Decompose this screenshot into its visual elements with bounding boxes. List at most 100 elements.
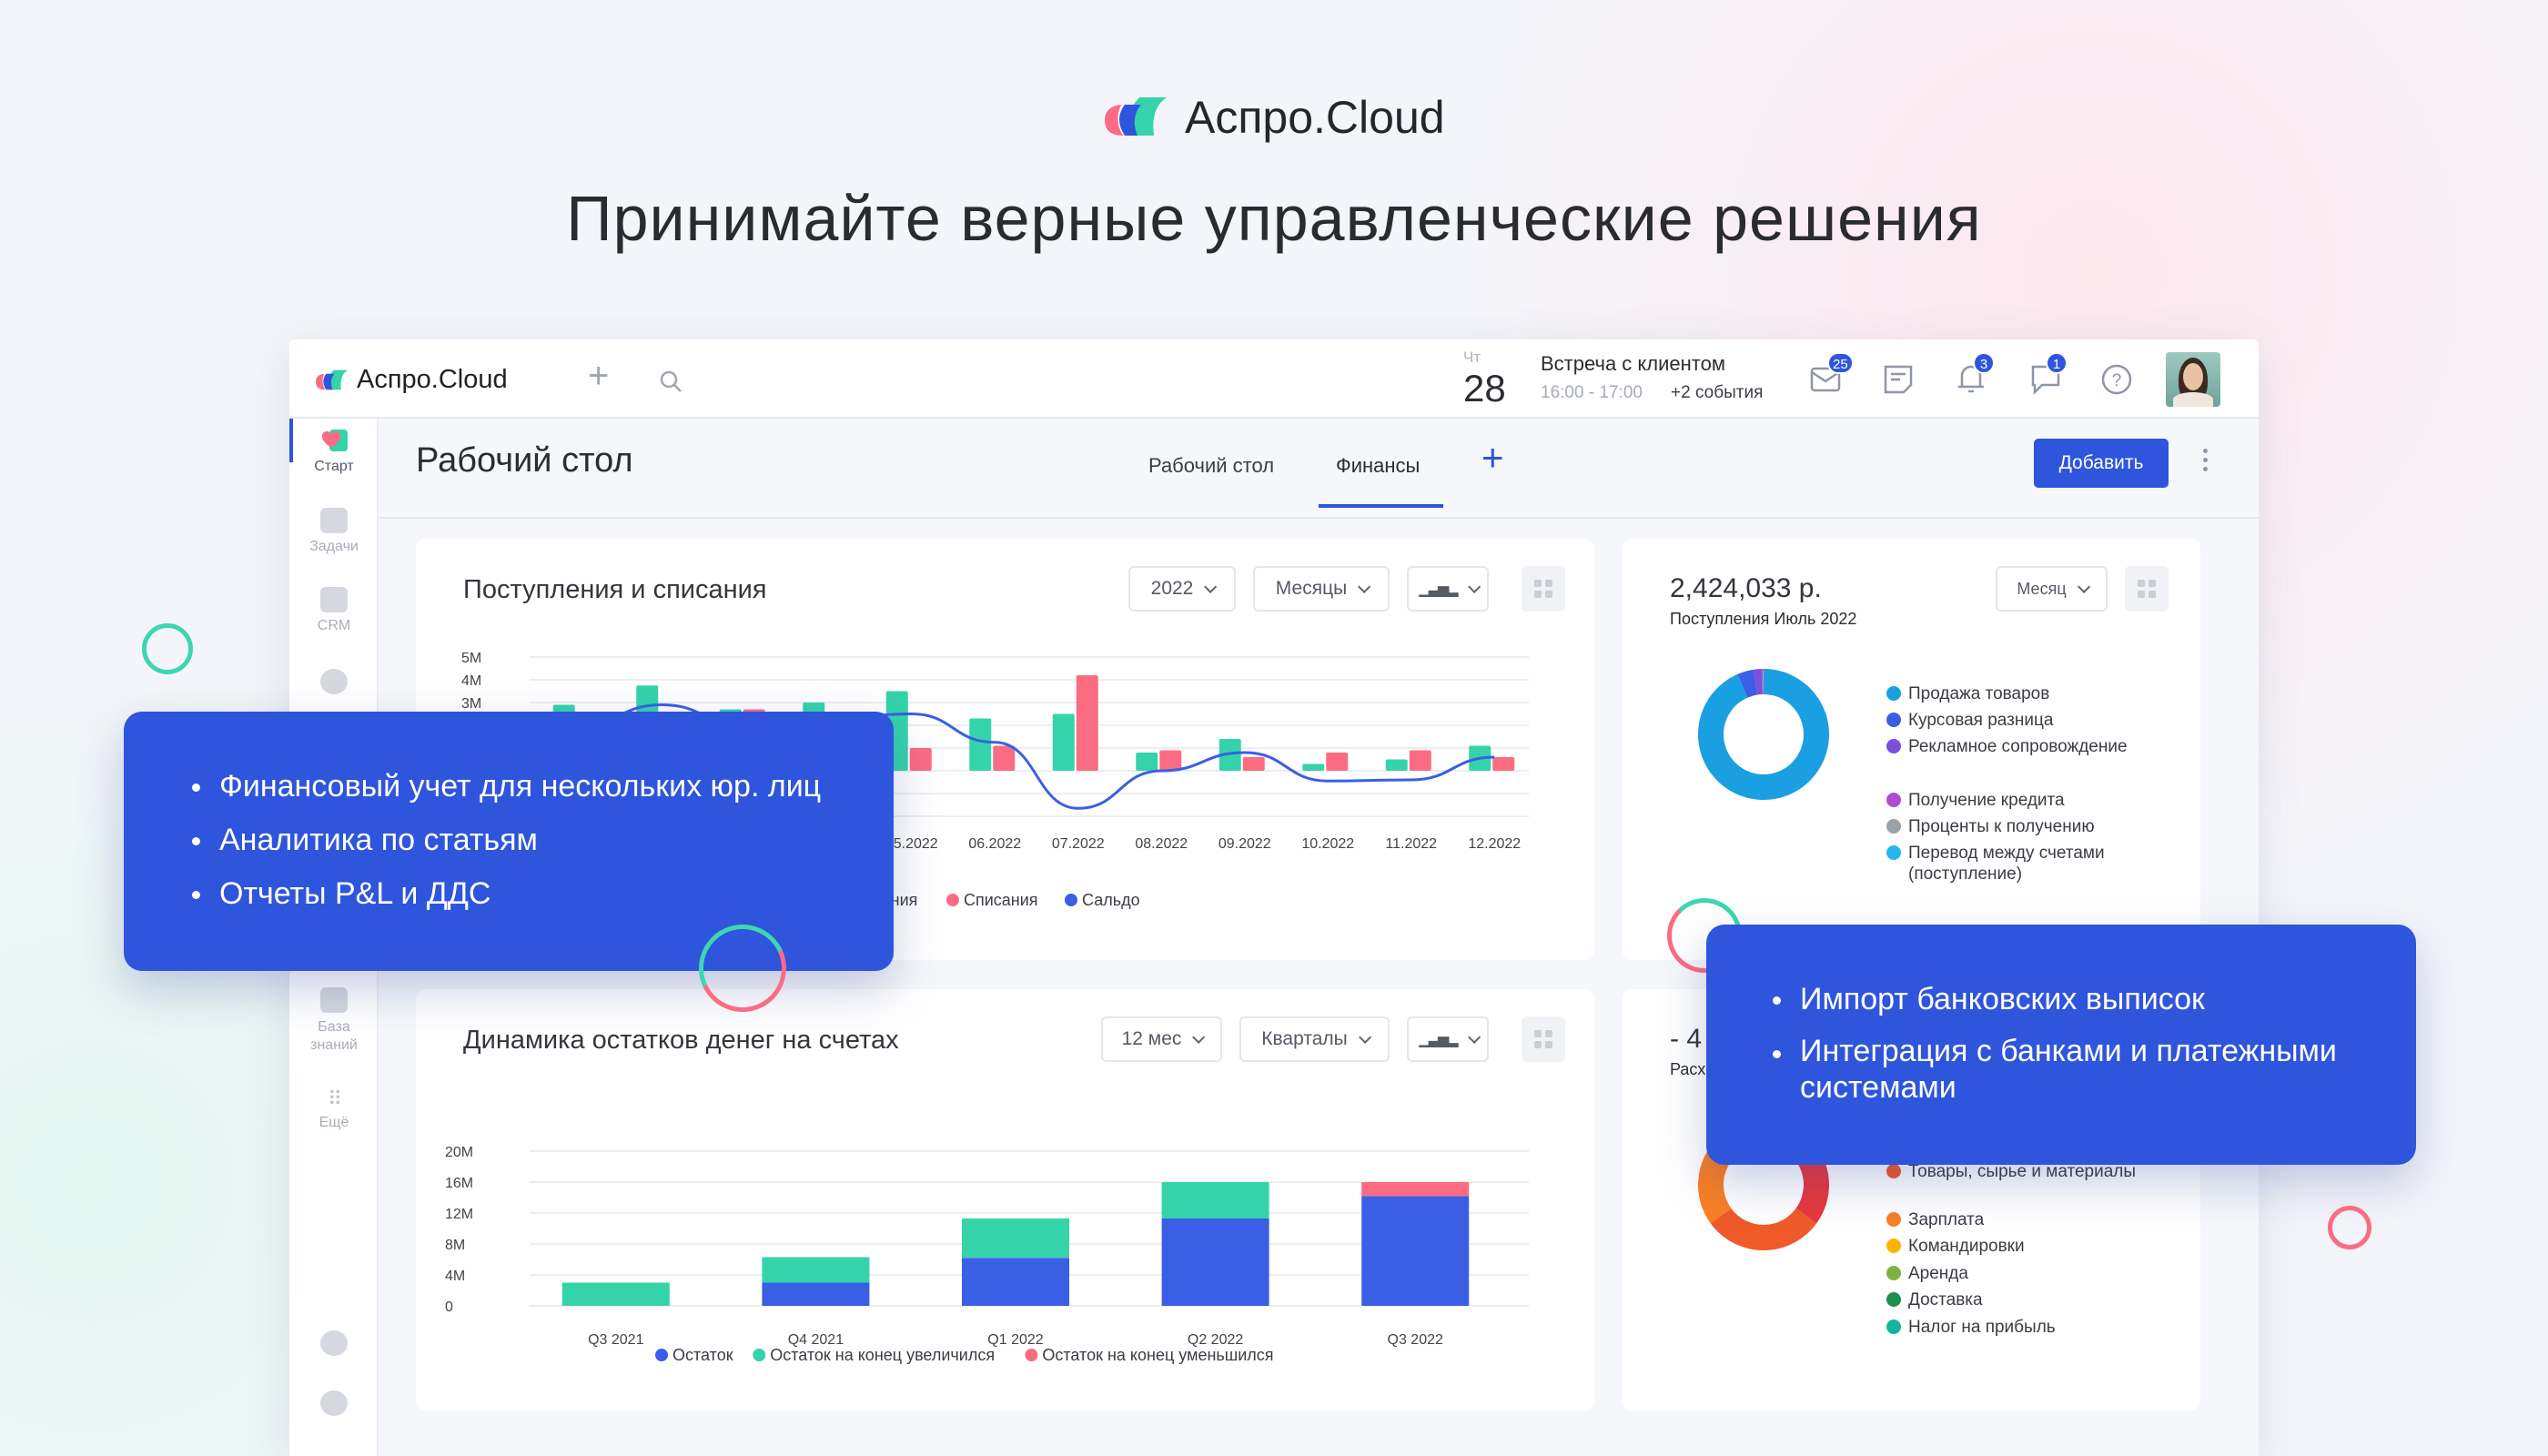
legend-item[interactable]: Налог на прибыль [1886,1317,2141,1338]
avatar[interactable] [2166,352,2220,407]
sidebar-item-hidden[interactable] [289,669,379,700]
sidebar-item-start[interactable]: Старт [289,428,379,475]
y-tick-label: 20M [445,1145,473,1160]
active-indicator [289,419,293,462]
legend-dot [1886,819,1901,834]
feature-callout-left: Финансовый учет для нескольких юр. лиц Ан… [124,712,894,971]
svg-text:?: ? [2112,371,2122,390]
dropdown-value: 2022 [1150,578,1194,599]
legend-dot [1886,739,1901,753]
bar-segment [1161,1218,1269,1306]
legend-dot [1886,713,1901,727]
legend-dot [1886,1212,1901,1227]
kebab-menu-icon[interactable] [2203,449,2209,471]
legend-label: Остаток на конец увеличился [770,1346,995,1364]
drag-handle-icon[interactable] [1522,566,1565,612]
chart-type-dropdown[interactable]: ▁▃▅▂ [1407,1016,1489,1062]
feature-bullet: Интеграция с банками и платежными систем… [1773,1033,2380,1106]
tab-finance[interactable]: Финансы [1336,454,1421,477]
add-button[interactable]: Добавить [2034,439,2169,488]
mail-icon[interactable] [1809,363,1842,396]
legend-label: Продажа товаров [1908,684,2050,703]
legend-item[interactable]: Получение кредита [1886,790,2141,811]
legend-dot [1886,686,1901,701]
legend-item[interactable]: Товары, сырье и материалы [1886,1161,2141,1182]
legend-dot [1025,1349,1038,1361]
x-tick-label: Q2 2022 [1188,1332,1243,1348]
legend-item[interactable]: Аренда [1886,1263,2141,1284]
year-dropdown[interactable]: 2022 [1128,566,1236,612]
legend-dot [753,1349,766,1361]
card-balance: Динамика остатков денег на счетах 12 мес… [416,989,1594,1410]
funnel-icon [320,587,348,612]
balance-chart: 20M 16M 12M 8M 4M 0 Q3 2021 Q4 2021 Q1 2022 Q2 20… [445,1145,1529,1364]
period-dropdown[interactable]: Кварталы [1239,1016,1390,1062]
book-icon [320,987,348,1013]
legend-label: Налог на прибыль [1908,1318,2056,1337]
support-icon [320,1330,348,1356]
legend-item[interactable]: Продажа товаров [1886,683,2141,704]
card-income: 2,424,033 р. Поступления Июль 2022 Месяц… [1623,539,2200,960]
legend-label: Остаток на конец уменьшился [1042,1346,1273,1364]
card-title: Поступления и списания [463,575,767,604]
event-title[interactable]: Встреча с клиентом [1541,352,1725,375]
month-dropdown[interactable]: Месяц [1996,566,2108,612]
donut-slice [1763,669,1764,695]
hero-logo: Аспро.Cloud [1103,91,1445,144]
sidebar-item-knowledge[interactable]: База знаний [289,987,379,1055]
legend-dot [1886,845,1901,860]
add-tab-icon[interactable]: + [1481,436,1504,479]
income-subtitle: Поступления Июль 2022 [1670,610,1857,628]
range-dropdown[interactable]: 12 мес [1101,1016,1222,1062]
event-time: 16:00 - 17:00 [1541,383,1643,402]
legend-item[interactable]: Курсовая разница [1886,710,2141,731]
x-tick-label: 11.2022 [1385,836,1437,852]
dropdown-value: Месяцы [1275,578,1348,599]
legend-item[interactable]: Зарплата [1886,1209,2141,1230]
help-icon[interactable]: ? [2100,363,2133,396]
app-brand: Аспро.Cloud [357,365,508,394]
chart-type-dropdown[interactable]: ▁▃▅▂ [1407,566,1489,612]
legend-dot [1886,793,1901,807]
period-dropdown[interactable]: Месяцы [1253,566,1390,612]
mail-badge: 25 [1827,352,1854,374]
legend-label: Доставка [1908,1290,1983,1309]
hero-title: Принимайте верные управленческие решения [566,183,1982,254]
notes-icon[interactable] [1882,363,1915,396]
app-logo[interactable]: Аспро.Cloud [315,365,508,395]
decor-ring [142,623,193,674]
search-icon[interactable] [658,369,683,394]
sidebar-item-crm[interactable]: CRM [289,587,379,634]
sidebar-item-tasks[interactable]: Задачи [289,508,379,555]
expense-subtitle: Расх [1670,1060,1706,1078]
legend-label: Проценты к получению [1908,817,2095,836]
decor-ring [2328,1206,2371,1249]
sidebar-item-more[interactable]: ⠿ Ещё [289,1087,379,1131]
legend-item[interactable]: Проценты к получению [1886,816,2141,837]
tab-desktop[interactable]: Рабочий стол [1148,454,1275,477]
sidebar-item-settings[interactable] [289,1390,379,1421]
plus-icon[interactable]: + [588,356,610,396]
dropdown-value: 12 мес [1121,1028,1182,1049]
bar-segment [1361,1196,1470,1306]
legend-label: Получение кредита [1908,791,2065,810]
legend-dot [1886,1292,1901,1307]
bar-segment [1361,1182,1470,1197]
legend-item[interactable]: Рекламное сопровождение [1886,736,2141,757]
legend-item[interactable]: Доставка [1886,1289,2141,1310]
sidebar-item-support[interactable] [289,1330,379,1361]
check-icon [320,508,348,533]
x-tick-label: 07.2022 [1052,836,1105,852]
feature-bullet: Импорт банковских выписок [1773,979,2380,1019]
brand-logo-icon [1105,97,1167,136]
legend-item[interactable]: Командировки [1886,1236,2141,1257]
legend-label: Рекламное сопровождение [1908,737,2128,756]
legend-dot [1065,894,1077,906]
event-more[interactable]: +2 события [1671,383,1764,402]
drag-handle-icon[interactable] [1522,1016,1565,1062]
drag-handle-icon[interactable] [2125,566,2169,612]
bell-icon[interactable] [1955,361,1987,396]
y-tick-label: 16M [445,1176,473,1191]
legend-item[interactable]: Перевод между счетами (поступление) [1886,843,2141,885]
donut-slice [1710,1208,1817,1250]
